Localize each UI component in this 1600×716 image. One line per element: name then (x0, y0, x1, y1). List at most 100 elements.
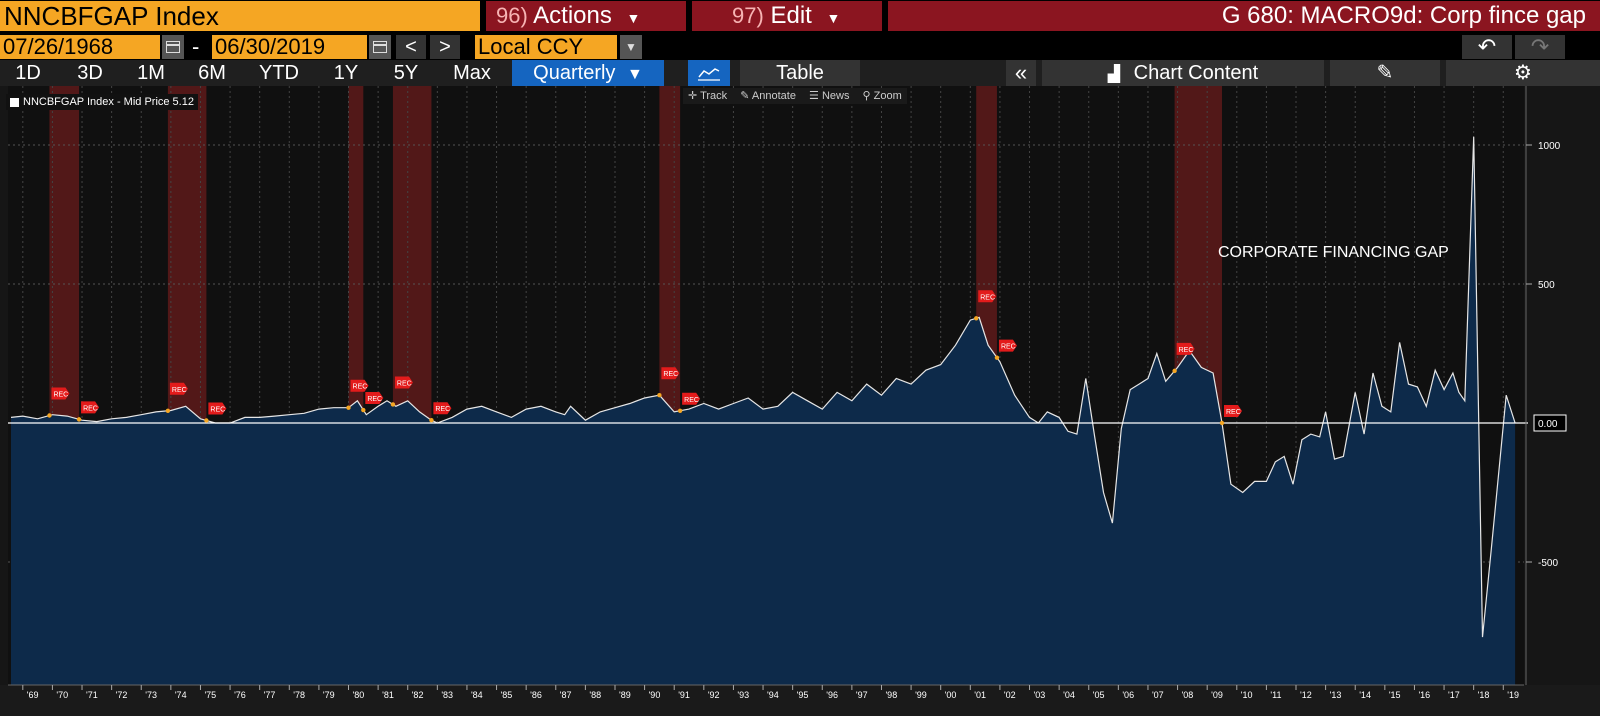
chart-content-label: Chart Content (1133, 62, 1259, 84)
edit-number: 97) (732, 3, 764, 28)
end-date-input[interactable]: 06/30/2019 (212, 35, 367, 59)
next-period-button[interactable]: > (430, 35, 460, 59)
chevron-down-icon: ▼ (626, 10, 641, 26)
recession-tag-shape (365, 392, 384, 405)
x-tick-label: '94 (767, 690, 779, 700)
period-3d[interactable]: 3D (77, 62, 103, 84)
x-tick-label: '01 (974, 690, 986, 700)
calendar-icon[interactable] (369, 35, 391, 59)
legend-text: NNCBFGAP Index - Mid Price 5.12 (23, 96, 194, 108)
recession-marker[interactable]: REC (661, 367, 680, 380)
x-tick-label: '72 (116, 690, 128, 700)
edit-pen-icon[interactable]: ✎ (1330, 60, 1440, 86)
recession-marker[interactable]: REC (978, 290, 997, 303)
recession-marker[interactable]: REC (682, 392, 701, 405)
period-1d[interactable]: 1D (15, 62, 41, 84)
line-chart-icon[interactable] (688, 60, 730, 86)
period-ytd[interactable]: YTD (259, 62, 299, 84)
actions-number: 96) (496, 3, 528, 28)
calendar-icon[interactable] (162, 35, 184, 59)
recession-tag-label: REC (353, 384, 368, 391)
x-tick-label: '06 (1122, 690, 1134, 700)
recession-marker[interactable]: REC (1176, 342, 1195, 355)
period-1m[interactable]: 1M (137, 62, 165, 84)
recession-tag-shape (350, 379, 369, 392)
recession-marker[interactable]: REC (208, 402, 227, 415)
recession-marker[interactable]: REC (365, 392, 384, 405)
x-tick-label: '85 (501, 690, 513, 700)
annotate-tool[interactable]: ✎ Annotate (740, 90, 796, 102)
x-tick-label: '86 (530, 690, 542, 700)
recession-marker[interactable]: REC (433, 402, 452, 415)
track-tool[interactable]: ✛ Track (688, 90, 728, 102)
period-max[interactable]: Max (453, 62, 491, 84)
recession-marker[interactable]: REC (1223, 405, 1242, 417)
frequency-select[interactable]: Quarterly ▼ (512, 60, 664, 86)
x-tick-label: '79 (323, 690, 335, 700)
recession-point (346, 405, 351, 410)
x-tick-label: '96 (826, 690, 838, 700)
recession-point (677, 408, 683, 413)
y-tick-label: 500 (1538, 280, 1555, 291)
period-6m[interactable]: 6M (198, 62, 226, 84)
news-tool[interactable]: ☰ News (809, 90, 850, 102)
chart-canvas[interactable]: REC REC REC REC REC REC REC REC REC REC REC REC REC R… (0, 86, 1600, 716)
last-value-label: 0.00 (1538, 419, 1558, 430)
x-tick-label: '97 (856, 690, 868, 700)
x-tick-label: '83 (441, 690, 453, 700)
undo-icon[interactable]: ↶ (1462, 35, 1512, 59)
y-tick-label: -500 (1538, 558, 1558, 569)
recession-tag-shape (682, 392, 701, 405)
recession-point (1219, 420, 1225, 426)
period-5y[interactable]: 5Y (393, 62, 419, 84)
x-tick-label: '02 (1004, 690, 1016, 700)
zoom-tool[interactable]: ⚲ Zoom (862, 90, 902, 102)
recession-marker[interactable]: REC (998, 339, 1017, 352)
chart-content-button[interactable]: ▟ Chart Content (1042, 60, 1324, 86)
currency-select[interactable]: Local CCY (475, 35, 617, 59)
recession-tag-label: REC (367, 396, 382, 403)
recession-point (165, 408, 171, 413)
recession-tag-label: REC (684, 397, 699, 404)
period-1y[interactable]: 1Y (333, 62, 359, 84)
collapse-icon[interactable]: « (1006, 60, 1036, 86)
ticker-field[interactable]: NNCBFGAP Index (0, 1, 480, 31)
recession-marker[interactable]: REC (394, 376, 413, 389)
recession-tag-shape (81, 401, 100, 414)
gear-icon[interactable]: ⚙ (1446, 60, 1600, 86)
recession-tag-label: REC (1001, 344, 1016, 351)
x-tick-label: '74 (175, 690, 187, 700)
start-date-input[interactable]: 07/26/1968 (0, 35, 160, 59)
x-tick-label: '77 (264, 690, 276, 700)
legend-swatch (10, 97, 19, 107)
date-separator: - (192, 34, 200, 59)
x-tick-label: '14 (1359, 690, 1371, 700)
recession-marker[interactable]: REC (350, 379, 369, 392)
recession-tag-shape (661, 367, 680, 380)
recession-tag-label: REC (210, 406, 225, 413)
actions-menu-button[interactable]: 96) Actions ▼ (486, 1, 686, 31)
recession-tag-shape (51, 387, 70, 400)
recession-point (361, 407, 366, 413)
recession-tag-shape (1223, 405, 1242, 417)
table-button[interactable]: Table (740, 60, 860, 86)
redo-icon[interactable]: ↷ (1515, 35, 1565, 59)
recession-marker[interactable]: REC (51, 387, 70, 400)
x-tick-label: '82 (412, 690, 424, 700)
y-axis: 1000 500 -500 0.00 (1525, 86, 1567, 685)
chevron-down-icon: ▼ (626, 66, 643, 83)
x-tick-label: '16 (1418, 690, 1430, 700)
edit-menu-button[interactable]: 97) Edit ▼ (692, 1, 882, 31)
x-tick-label: '12 (1300, 690, 1312, 700)
x-tick-label: '76 (234, 690, 246, 700)
x-tick-label: '91 (678, 690, 690, 700)
recession-tag-shape (169, 382, 188, 395)
recession-tag-label: REC (663, 371, 678, 378)
x-tick-label: '69 (27, 690, 39, 700)
recession-tag-label: REC (1179, 347, 1194, 354)
chevron-down-icon[interactable]: ▼ (620, 35, 642, 59)
recession-marker[interactable]: REC (169, 382, 188, 395)
y-tick-label: 1000 (1538, 141, 1561, 152)
previous-period-button[interactable]: < (396, 35, 426, 59)
recession-marker[interactable]: REC (81, 401, 100, 414)
